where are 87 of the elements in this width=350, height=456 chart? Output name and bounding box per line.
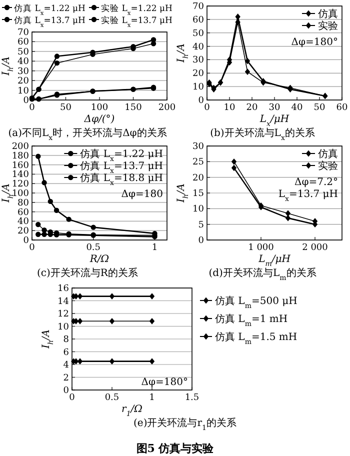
x-tick-label: 60: [336, 103, 348, 113]
y-tick-label: 0: [198, 96, 204, 106]
y-tick-label: 0: [198, 236, 204, 246]
y-tick-label: 100: [12, 189, 30, 199]
legend-label: 仿真 L$_{m}$=1 mH: [214, 313, 288, 328]
y-tick-label: 160: [12, 160, 30, 171]
y-tick-label: 140: [12, 170, 30, 180]
x-tick-label: 10: [224, 103, 236, 113]
y-tick-label: 70: [192, 2, 204, 12]
y-tick-label: 12: [58, 310, 69, 320]
x-tick-label: 150: [124, 103, 142, 113]
x-tick-label: 20: [246, 103, 258, 113]
y-tick-label: 70: [18, 28, 30, 38]
y-tick-label: 50: [18, 47, 30, 58]
annotation: Δφ=7.2°: [294, 177, 338, 188]
y-tick-label: 120: [12, 180, 30, 190]
annotation: Δφ=180°: [291, 37, 338, 48]
x-tick-label: 50: [314, 103, 326, 113]
y-tick-label: 16: [58, 284, 70, 294]
annotation: L$_{x}$=13.7 μH: [278, 189, 338, 203]
x-tick-label: 1.5: [184, 393, 200, 403]
x-axis-title: R/Ω: [88, 254, 110, 265]
x-axis-title: r$_{1}$/Ω: [122, 404, 142, 418]
x-tick-label: 2 000: [302, 243, 328, 253]
legend-label: 仿真: [317, 8, 338, 20]
y-tick-label: 2: [63, 373, 69, 384]
x-axis-title: L$_{x}$/μH: [258, 114, 290, 128]
x-tick-label: 1: [149, 393, 155, 403]
legend-label: 仿真 L$_{m}$=1.5 mH: [214, 331, 298, 346]
y-tick-label: 8: [63, 335, 70, 345]
x-tick-label: 200: [158, 103, 176, 113]
y-tick-label: 80: [18, 198, 30, 208]
y-tick-label: 50: [192, 28, 204, 39]
x-tick-label: 0.5: [86, 243, 101, 253]
legend-label: 实验 L$_{x}$=13.7 μH: [101, 15, 172, 28]
y-tick-label: 30: [192, 56, 204, 66]
text: (b)开关环流与L$_{x}$的关系: [210, 127, 315, 142]
y-tick-label: 10: [192, 204, 204, 215]
x-axis-title: L$_{m}$/μH: [258, 254, 291, 268]
y-tick-label: 4: [63, 360, 70, 370]
legend-label: 实验: [318, 160, 338, 172]
text: (a)不同L$_{x}$时，开关环流与Δφ的关系: [8, 127, 167, 142]
y-tick-label: 15: [192, 189, 204, 199]
legend-label: 仿真 L$_{x}$=18.8 μH: [79, 172, 164, 187]
annotation: Δφ=180°: [141, 377, 188, 388]
y-tick-label: 10: [192, 82, 204, 93]
legend-label: 仿真: [317, 148, 338, 160]
y-tick-label: 0: [23, 236, 30, 246]
y-tick-label: 40: [18, 217, 30, 228]
y-tick-label: 20: [192, 173, 204, 184]
y-tick-label: 10: [58, 322, 70, 332]
x-tick-label: 30: [268, 103, 280, 113]
y-tick-label: 180: [12, 151, 30, 162]
y-tick-label: 6: [63, 348, 70, 358]
legend-label: 实验 L$_{x}$=1.22 μH: [101, 3, 172, 16]
y-tick-label: 0: [63, 386, 70, 396]
legend-label: 仿真 L$_{x}$=1.22 μH: [13, 3, 86, 16]
y-tick-label: 10: [18, 86, 30, 96]
x-tick-label: 0.5: [104, 393, 120, 403]
legend-label: 仿真 L$_{x}$=13.7 μH: [13, 15, 86, 28]
y-tick-label: 20: [18, 76, 30, 87]
x-tick-label: 100: [90, 103, 108, 113]
caption: 图5 仿真与实验: [136, 442, 215, 455]
y-tick-label: 14: [58, 296, 70, 307]
y-tick-label: 0: [23, 96, 30, 106]
x-axis-title: Δφ/(°): [83, 114, 115, 125]
x-tick-label: 1: [152, 243, 158, 253]
annotation: Δφ=180: [121, 189, 163, 200]
y-tick-label: 60: [18, 38, 30, 48]
y-tick-label: 40: [192, 42, 204, 52]
y-tick-label: 30: [18, 66, 30, 77]
y-tick-label: 20: [18, 226, 30, 237]
legend-label: 仿真 L$_{m}$=500 μH: [214, 295, 298, 310]
y-tick-label: 40: [18, 57, 30, 68]
y-tick-label: 30: [192, 142, 204, 152]
text: (c)开关环流与R的关系: [37, 267, 138, 279]
x-tick-label: 40: [291, 103, 303, 113]
text: (e)开关环流与r$_{1}$的关系: [134, 417, 236, 432]
y-tick-label: 60: [192, 15, 204, 26]
y-tick-label: 20: [192, 69, 204, 80]
y-tick-label: 5: [198, 220, 204, 230]
y-tick-label: 60: [18, 208, 30, 218]
legend-label: 实验: [318, 20, 338, 32]
y-tick-label: 200: [12, 142, 30, 152]
text: (d)开关环流与L$_{m}$的关系: [208, 267, 316, 282]
x-tick-label: 1 000: [248, 243, 274, 253]
y-tick-label: 25: [192, 158, 204, 168]
